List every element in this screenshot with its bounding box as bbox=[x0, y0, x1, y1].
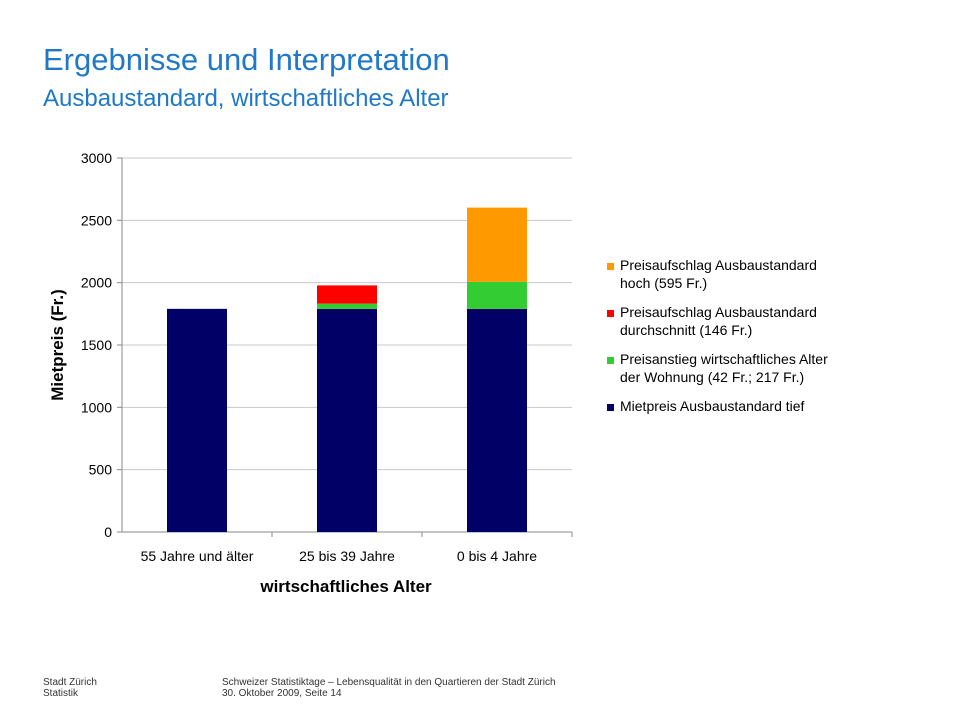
y-axis-label: Mietpreis (Fr.) bbox=[48, 289, 67, 400]
y-tick-label: 3000 bbox=[81, 150, 112, 166]
legend-label: hoch (595 Fr.) bbox=[620, 275, 707, 291]
footer-organization: Stadt Zürich bbox=[43, 677, 97, 688]
y-tick-label: 2500 bbox=[81, 212, 112, 228]
y-tick-label: 0 bbox=[104, 524, 112, 540]
footer-event: Schweizer Statistiktage – Lebensqualität… bbox=[222, 677, 556, 688]
y-tick-label: 500 bbox=[89, 462, 113, 478]
legend-label: durchschnitt (146 Fr.) bbox=[620, 322, 752, 338]
x-axis-label: wirtschaftliches Alter bbox=[259, 577, 432, 596]
bar-segment bbox=[467, 207, 527, 282]
bar-segment bbox=[317, 308, 377, 532]
bar-segment bbox=[467, 308, 527, 532]
legend-label: Preisaufschlag Ausbaustandard bbox=[620, 304, 817, 320]
y-tick-label: 1500 bbox=[81, 337, 112, 353]
x-tick-label: 25 bis 39 Jahre bbox=[299, 548, 395, 564]
y-tick-label: 1000 bbox=[81, 399, 112, 415]
legend-label: Preisaufschlag Ausbaustandard bbox=[620, 257, 817, 273]
x-tick-label: 0 bis 4 Jahre bbox=[457, 548, 537, 564]
footer-department: Statistik bbox=[43, 688, 79, 699]
page-title: Ergebnisse und Interpretation bbox=[43, 42, 450, 77]
bar-segment bbox=[317, 285, 377, 304]
legend-swatch bbox=[607, 263, 614, 270]
x-tick-label: 55 Jahre und älter bbox=[141, 548, 254, 564]
stacked-bar-chart: 0 500 1000 1500 2000 2500 3000 55 Jahre und ält… bbox=[48, 150, 828, 596]
footer-left: Stadt Zürich Statistik bbox=[43, 677, 97, 699]
bar-segment bbox=[317, 303, 377, 309]
bar-segment bbox=[467, 281, 527, 309]
legend-swatch bbox=[607, 404, 614, 411]
page-subtitle: Ausbaustandard, wirtschaftliches Alter bbox=[43, 85, 449, 112]
y-tick-label: 2000 bbox=[81, 275, 112, 291]
footer-right: Schweizer Statistiktage – Lebensqualität… bbox=[222, 677, 556, 699]
legend-swatch bbox=[607, 357, 614, 364]
legend-swatch bbox=[607, 310, 614, 317]
bar-segment bbox=[167, 308, 227, 532]
legend-label: der Wohnung (42 Fr.; 217 Fr.) bbox=[620, 369, 804, 385]
legend-label: Preisanstieg wirtschaftliches Alter bbox=[620, 351, 828, 367]
legend-label: Mietpreis Ausbaustandard tief bbox=[620, 398, 805, 414]
footer-date-page: 30. Oktober 2009, Seite 14 bbox=[222, 688, 342, 699]
